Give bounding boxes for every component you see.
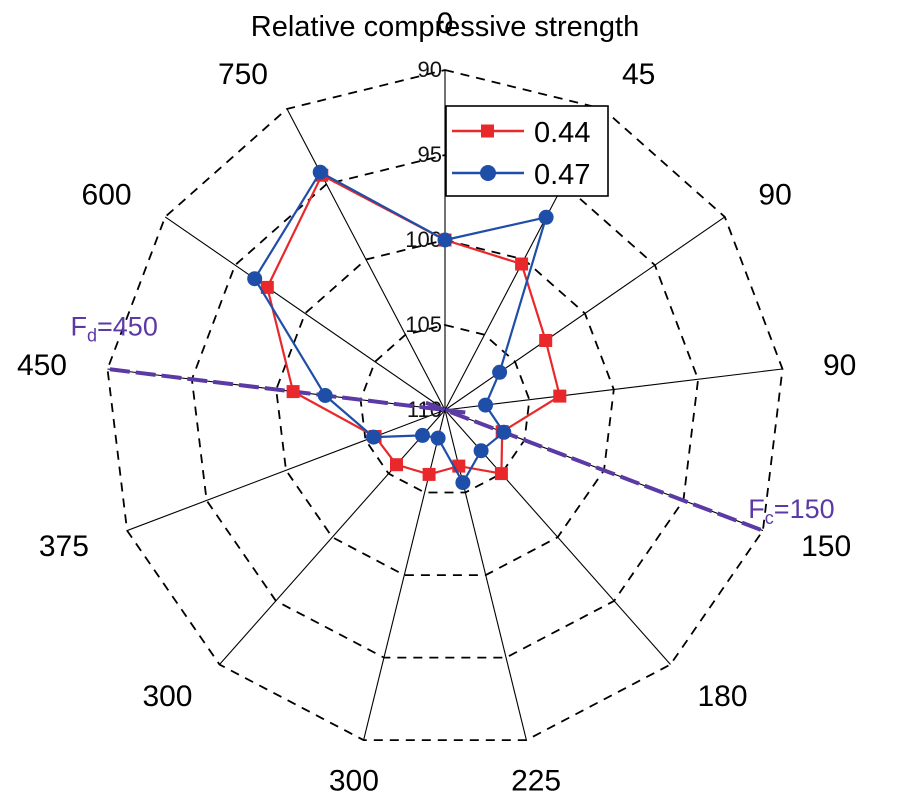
- radial-tick-label: 105: [405, 312, 442, 337]
- legend-item: 0.47: [452, 159, 590, 191]
- data-point: [437, 232, 453, 248]
- data-point: [492, 364, 508, 380]
- grid-ring-3: [359, 324, 531, 494]
- axis-tick-label: 450: [17, 349, 67, 382]
- axis-tick-label: 600: [82, 179, 132, 212]
- axis-tick-label: 300: [329, 765, 379, 798]
- data-point: [515, 257, 529, 271]
- spoke-11: [164, 216, 446, 411]
- data-point: [260, 280, 274, 294]
- annotation-line-0: [425, 400, 764, 533]
- legend-box: [445, 105, 609, 197]
- axis-tick-label: 0: [437, 7, 454, 40]
- axis-tick-label: 90: [823, 349, 856, 382]
- data-point: [430, 430, 446, 446]
- spoke-7: [363, 409, 446, 741]
- spoke-8: [219, 409, 446, 665]
- spoke-3: [444, 368, 783, 411]
- spoke-2: [444, 216, 726, 411]
- data-point: [390, 458, 403, 472]
- axis-tick-label: 150: [801, 530, 851, 563]
- annotation-line-1: [107, 367, 466, 415]
- data-point: [539, 334, 553, 347]
- data-point: [312, 164, 328, 180]
- annotation-lines: Fc=150 Fd=450: [71, 312, 835, 533]
- axis-tick-label: 45: [622, 58, 655, 91]
- axis-tick-label: 225: [511, 765, 561, 798]
- annotation-label-0: Fc=150: [748, 494, 834, 528]
- data-point: [496, 424, 512, 440]
- spoke-12: [286, 108, 446, 411]
- radial-tick-label: 95: [418, 142, 442, 167]
- data-point: [455, 475, 471, 491]
- axis-tick-label: 750: [218, 58, 268, 91]
- data-point: [422, 467, 436, 481]
- axis-labels: 0 45 90 90 150 180 225 300 300 375 450 600 750: [17, 7, 856, 798]
- data-point: [317, 388, 333, 403]
- data-point: [478, 397, 493, 413]
- axis-tick-label: 300: [142, 680, 192, 713]
- data-point: [473, 443, 489, 459]
- series: [247, 164, 567, 491]
- series-1: [247, 164, 554, 491]
- data-point: [553, 389, 567, 403]
- chart-title: Relative compressive strength: [251, 11, 639, 43]
- radial-tick-label: 100: [405, 227, 442, 252]
- legend-label: 0.44: [534, 117, 590, 149]
- axis-tick-label: 90: [758, 179, 791, 212]
- data-point: [286, 385, 300, 399]
- grid-ring-0: [106, 69, 784, 741]
- radial-tick-label: 90: [418, 57, 442, 82]
- data-point: [494, 467, 508, 481]
- annotation-label-1: Fd=450: [71, 312, 158, 346]
- legend-label: 0.47: [534, 159, 590, 191]
- grid: 9095100105110: [106, 57, 784, 741]
- spoke-9: [126, 409, 446, 532]
- legend: 0.44 0.47: [445, 105, 609, 197]
- data-point: [415, 427, 430, 443]
- grid-ring-1: [190, 154, 700, 659]
- data-point: [538, 209, 554, 225]
- data-point: [247, 271, 263, 287]
- grid-ring-2: [275, 239, 615, 576]
- legend-item: 0.44: [452, 117, 590, 149]
- data-point: [366, 429, 381, 445]
- axis-tick-label: 180: [698, 680, 748, 713]
- axis-tick-label: 375: [39, 530, 89, 563]
